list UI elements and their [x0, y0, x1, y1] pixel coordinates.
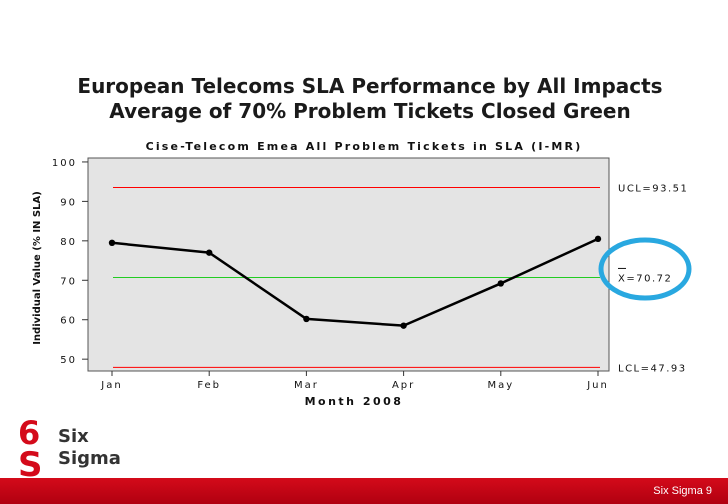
y-tick-label: 50 — [60, 355, 77, 366]
footer-bar: Six Sigma 9 — [0, 478, 728, 504]
chart-title: Cise-Telecom Emea All Problem Tickets in… — [146, 140, 583, 153]
x-tick-label: Mar — [294, 380, 319, 391]
x-tick-label: Jun — [586, 380, 609, 391]
y-tick-label: 90 — [60, 197, 77, 208]
slide-title: European Telecoms SLA Performance by All… — [77, 74, 663, 98]
x-tick-label: Jan — [100, 380, 122, 391]
x-tick-label: May — [487, 380, 514, 391]
footer-slide-number: Six Sigma 9 — [653, 485, 712, 497]
x-tick-label: Feb — [197, 380, 221, 391]
logo-text-sigma: Sigma — [58, 448, 121, 469]
lcl-label: LCL=47.93 — [618, 363, 687, 374]
y-axis-label: Individual Value (% IN SLA) — [32, 191, 43, 345]
y-tick-label: 80 — [60, 237, 77, 248]
data-point — [108, 239, 116, 247]
data-point — [206, 249, 213, 256]
data-point — [303, 315, 310, 323]
logo-letter-s: S — [18, 445, 43, 480]
center-line-highlight-circle — [598, 237, 692, 301]
data-point — [497, 280, 504, 287]
y-tick-label: 60 — [60, 316, 77, 327]
center-label: X=70.72 — [618, 273, 672, 284]
logo-digit-6: 6 — [18, 418, 40, 452]
y-tick-label: 70 — [60, 276, 77, 287]
slide-subtitle: Average of 70% Problem Tickets Closed Gr… — [109, 99, 631, 123]
y-tick-label: 100 — [52, 158, 77, 169]
x-tick-label: Apr — [392, 380, 415, 391]
x-axis-label: Month 2008 — [305, 395, 404, 408]
data-point — [400, 322, 407, 329]
ucl-label: UCL=93.51 — [618, 184, 688, 195]
series-line — [111, 237, 599, 327]
six-sigma-logo: 6 S Six Sigma — [18, 418, 121, 480]
data-point — [594, 235, 602, 243]
logo-text-six: Six — [58, 426, 89, 447]
plot-area — [87, 157, 610, 372]
